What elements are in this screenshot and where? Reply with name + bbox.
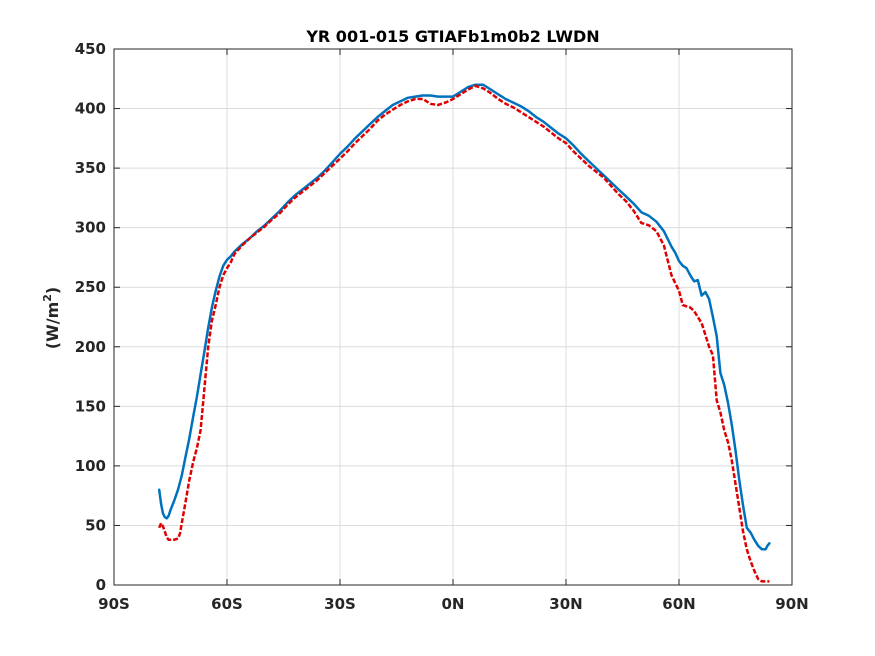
y-tick-label: 150 — [75, 397, 106, 415]
y-axis-label: (W/m2) — [41, 287, 62, 349]
y-tick-label: 50 — [85, 516, 106, 534]
y-tick-label: 350 — [75, 159, 106, 177]
y-tick-label: 0 — [96, 576, 106, 594]
y-tick-label: 450 — [75, 40, 106, 58]
x-tick-label: 30S — [324, 595, 356, 613]
y-tick-label: 200 — [75, 338, 106, 356]
series-lines — [157, 83, 771, 583]
y-tick-label: 300 — [75, 219, 106, 237]
x-tick-label: 60S — [211, 595, 243, 613]
y-tick-label: 100 — [75, 457, 106, 475]
series-line-2-dashed — [158, 84, 770, 583]
x-tick-label: 90N — [775, 595, 808, 613]
y-axis-ticks: 0 50 100 150 200 250 300 350 400 450 — [75, 40, 792, 594]
x-tick-label: 30N — [549, 595, 582, 613]
series-line-1-solid — [157, 83, 771, 551]
y-axis-label-superscript: 2 — [41, 294, 54, 302]
x-axis-ticks: 90S 60S 30S 0N 30N 60N 90N — [98, 49, 809, 613]
y-tick-label: 400 — [75, 100, 106, 118]
y-tick-label: 250 — [75, 278, 106, 296]
x-tick-label: 60N — [662, 595, 695, 613]
chart-title: YR 001-015 GTIAFb1m0b2 LWDN — [305, 27, 599, 46]
y-axis-label-base: (W/m — [43, 302, 62, 349]
y-axis-label-end: ) — [43, 287, 62, 294]
x-tick-label: 90S — [98, 595, 130, 613]
x-tick-label: 0N — [442, 595, 465, 613]
